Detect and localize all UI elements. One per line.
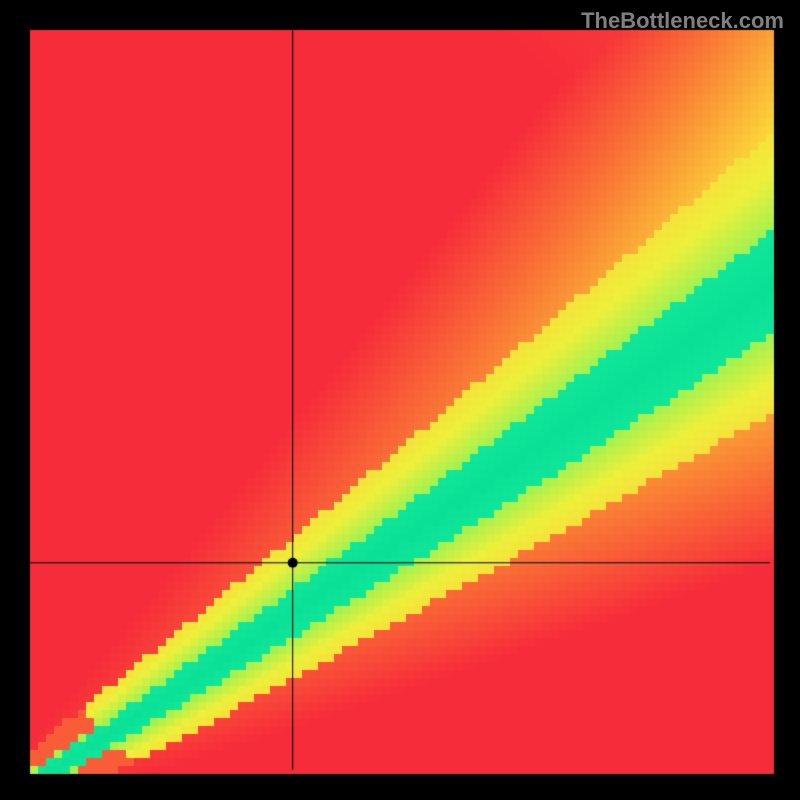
- bottleneck-heatmap: [0, 0, 800, 800]
- watermark-text: TheBottleneck.com: [581, 8, 784, 34]
- chart-container: TheBottleneck.com: [0, 0, 800, 800]
